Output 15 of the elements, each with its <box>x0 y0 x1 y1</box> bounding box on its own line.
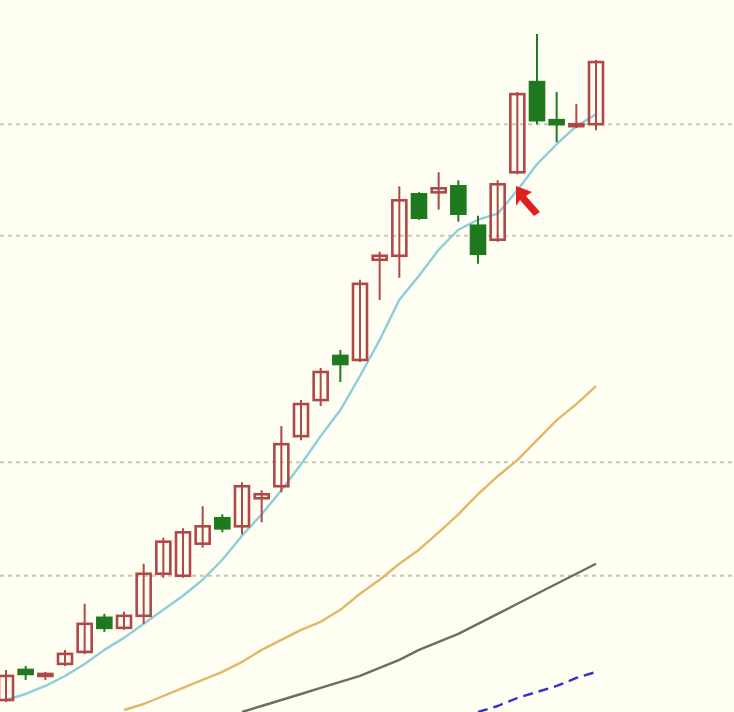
candlestick <box>450 179 467 223</box>
candlestick <box>312 367 329 408</box>
candlestick <box>273 425 290 494</box>
candlestick <box>332 348 349 384</box>
candlestick <box>509 91 526 176</box>
candlestick <box>0 668 15 703</box>
candlestick <box>96 612 113 633</box>
candlestick <box>410 191 428 221</box>
candlestick <box>469 214 487 265</box>
candlestick <box>430 171 447 211</box>
candlestick <box>214 513 231 534</box>
candlestick <box>351 278 369 363</box>
candlestick <box>292 399 310 442</box>
candlestick <box>489 179 506 243</box>
candlestick <box>76 602 93 655</box>
